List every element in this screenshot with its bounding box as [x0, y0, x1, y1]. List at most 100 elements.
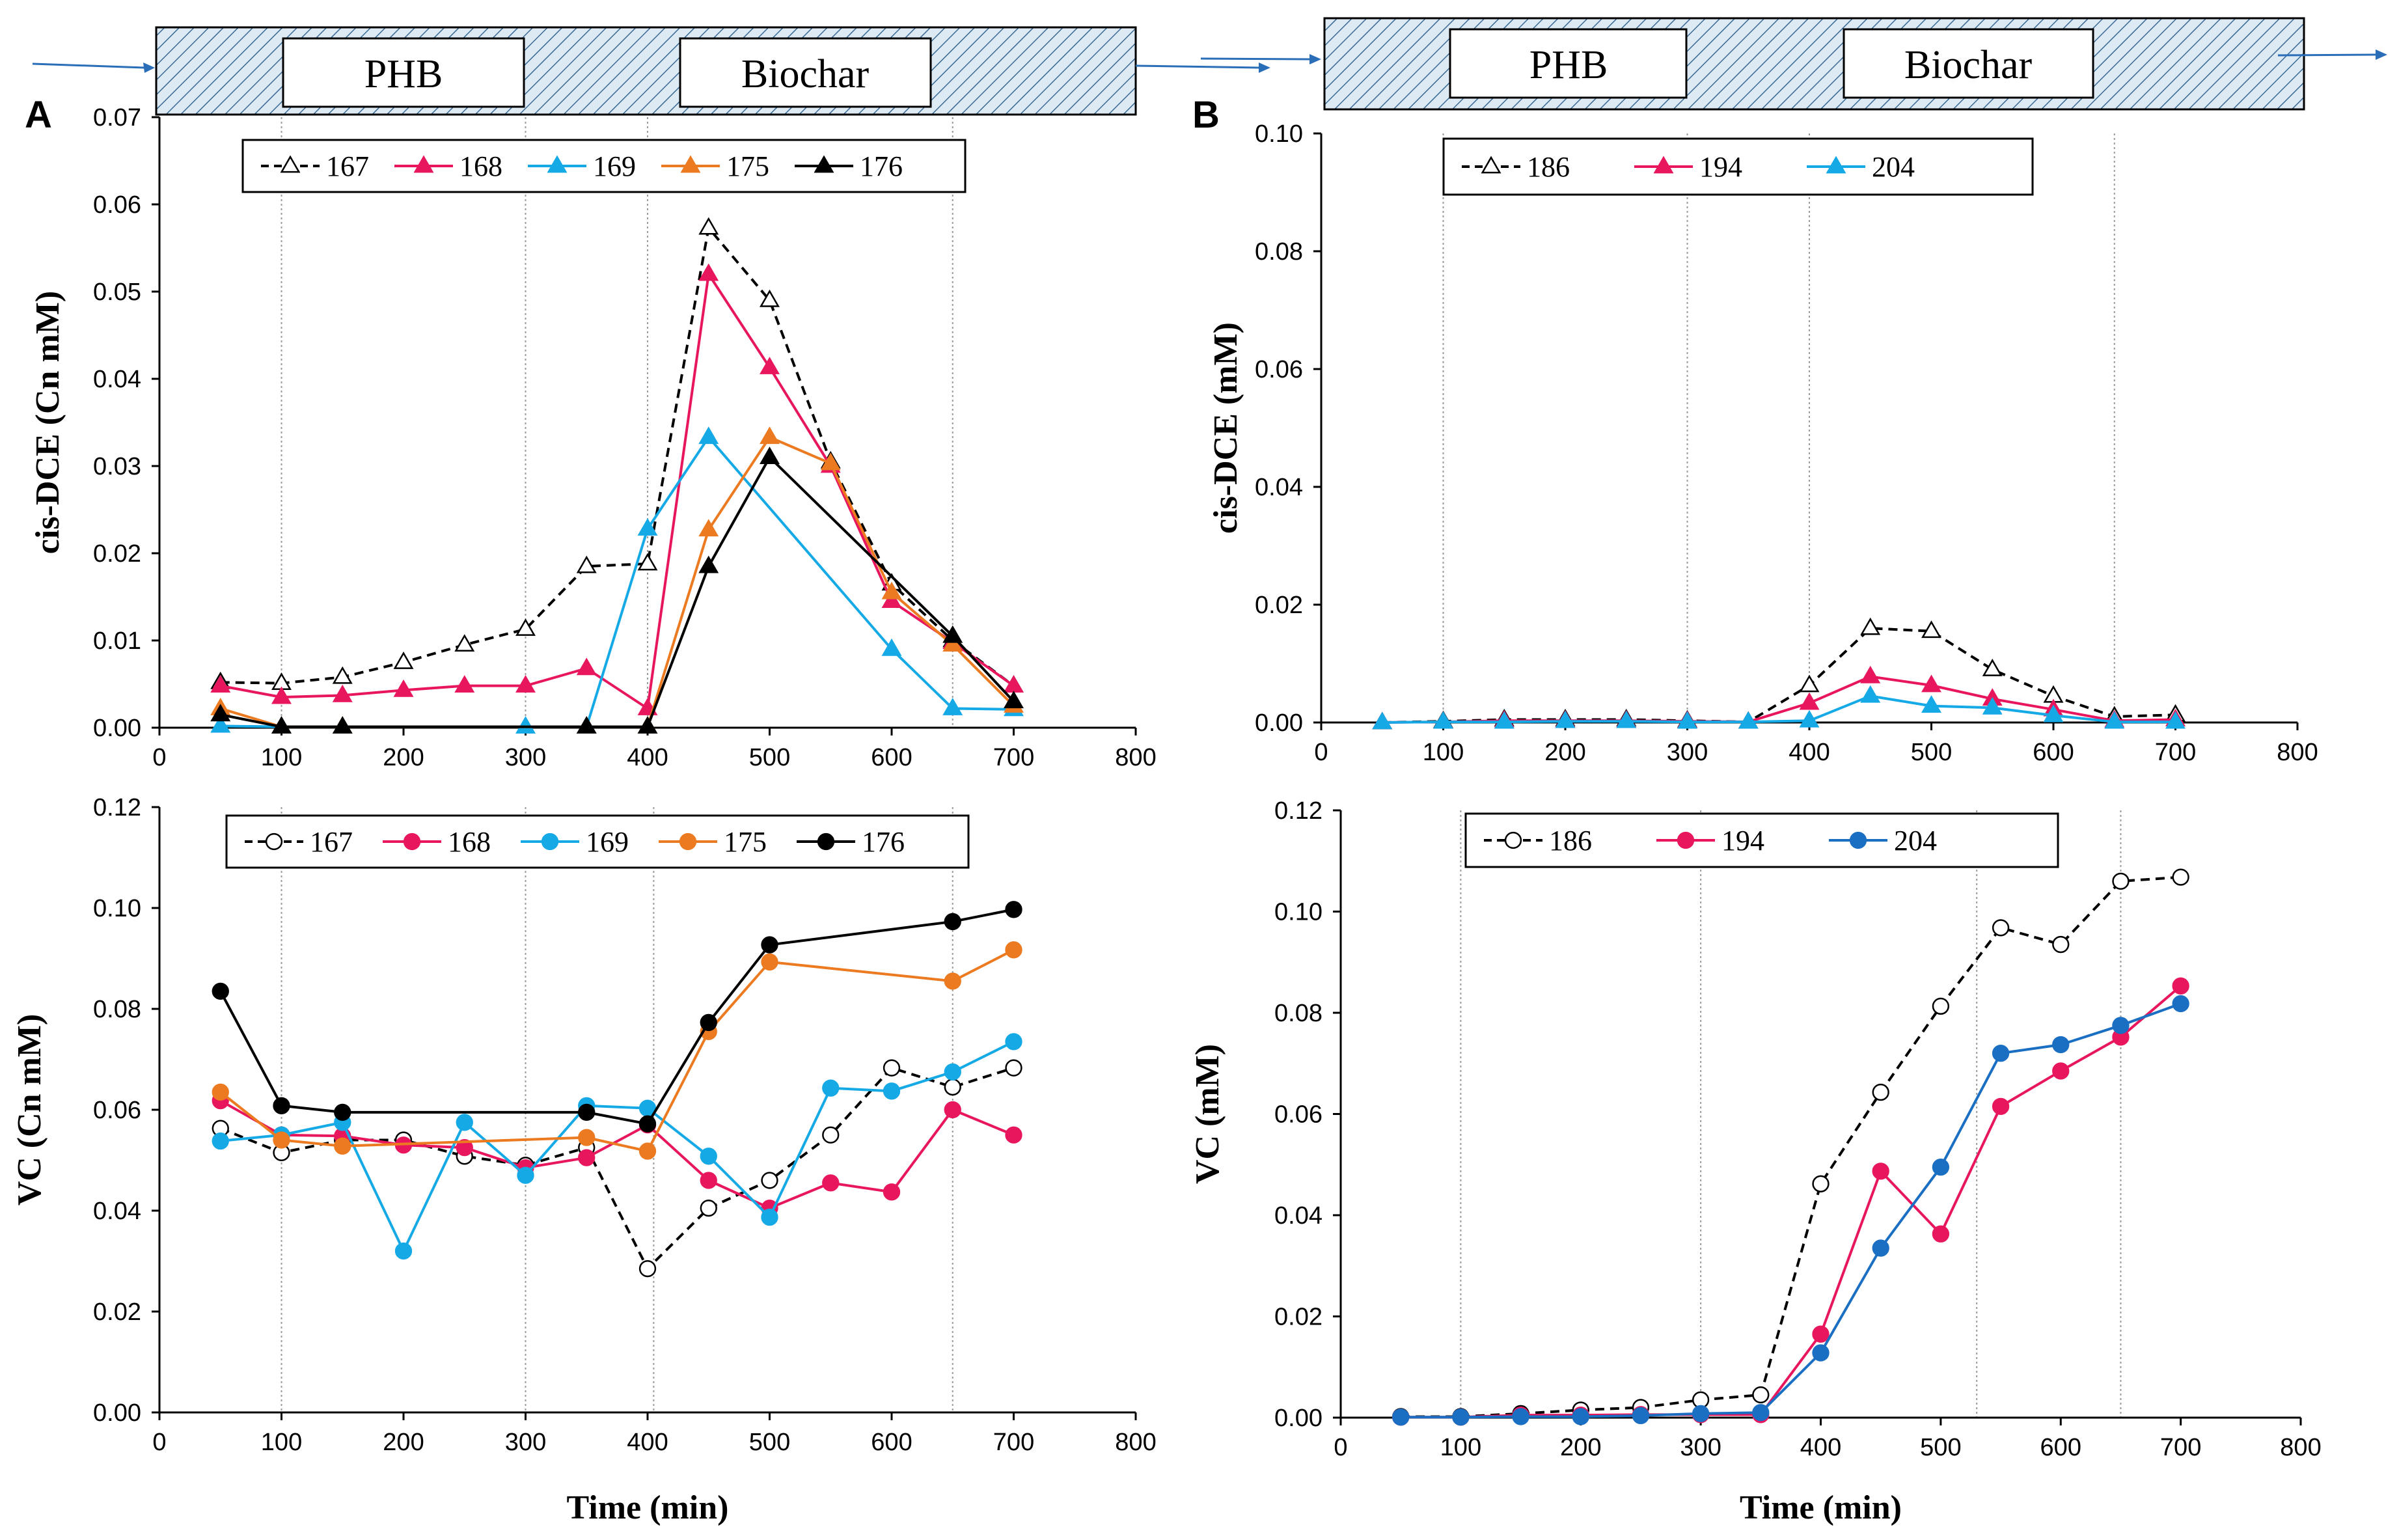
data-point-169: [456, 1114, 473, 1131]
series-line-186: [1382, 627, 2176, 724]
x-tick-label: 200: [1544, 739, 1585, 766]
data-point-186: [1982, 659, 2003, 676]
x-tick-label: 800: [1115, 744, 1156, 771]
legend-marker-186: [1504, 831, 1522, 849]
chart-b-cis-dce: 0 100 200 300 400 500 600 700 800 0.00 0.02 0.04 0.0…: [1207, 120, 2318, 766]
data-point-175: [638, 1142, 657, 1160]
data-point-194: [1872, 1162, 1889, 1180]
data-point-186: [2052, 935, 2070, 954]
data-point-175: [881, 581, 902, 599]
data-point-176: [700, 1013, 717, 1032]
y-tick-label: 0.08: [1274, 1000, 1323, 1027]
data-point-168: [515, 675, 536, 693]
legend: 186 194 204: [1464, 812, 2059, 868]
data-point-168: [700, 1172, 717, 1189]
banner-b-biochar-label: Biochar: [1904, 43, 2033, 87]
data-point-168: [698, 263, 719, 281]
data-point-175: [761, 953, 778, 971]
data-point-204: [2112, 1017, 2130, 1034]
data-point-175: [334, 1137, 351, 1155]
legend-label-175: 175: [724, 826, 767, 858]
data-point-204: [1392, 1409, 1410, 1426]
data-point-204: [1572, 1408, 1589, 1425]
data-point-204: [1872, 1239, 1889, 1257]
banner-b-phb-label: PHB: [1529, 43, 1608, 87]
data-point-186: [1799, 674, 1820, 693]
y-tick-label: 0.00: [1255, 709, 1303, 737]
banner-a: PHB Biochar: [155, 26, 1137, 116]
legend-marker-194: [1677, 831, 1695, 849]
data-point-167: [515, 618, 536, 636]
legend-label-204: 204: [1894, 825, 1937, 857]
x-tick-label: 300: [505, 744, 546, 771]
data-point-204: [1692, 1405, 1710, 1422]
data-point-175: [698, 519, 719, 537]
flow-arrow-b-out: [2277, 49, 2387, 60]
data-point-194: [2172, 977, 2189, 995]
data-point-204: [1982, 696, 2003, 715]
data-point-168: [332, 684, 353, 702]
data-point-167: [393, 651, 414, 669]
data-point-204: [2043, 704, 2064, 722]
y-tick-label: 0.12: [93, 794, 141, 821]
data-point-186: [1932, 997, 1950, 1015]
data-point-186: [2172, 868, 2189, 886]
chart-a-vc: 0 100 200 300 400 500 600 700 800 0.00 0.02 0.04 0.0…: [11, 794, 1157, 1526]
data-point-175: [760, 426, 780, 445]
data-point-168: [1005, 1126, 1022, 1144]
data-point-175: [820, 452, 841, 471]
banner-b: PHB Biochar: [1323, 17, 2305, 111]
y-tick-label: 0.04: [1274, 1202, 1323, 1230]
x-tick-label: 300: [505, 1429, 546, 1456]
legend-box: [1442, 137, 2034, 196]
legend-label-167: 167: [310, 826, 353, 858]
data-point-176: [698, 555, 719, 573]
data-point-168: [578, 1149, 596, 1166]
y-tick-label: 0.04: [93, 1198, 141, 1225]
x-tick-label: 600: [871, 1429, 912, 1456]
data-point-169: [394, 1242, 413, 1260]
data-point-167: [700, 1199, 717, 1217]
legend-label-194: 194: [1721, 825, 1764, 857]
data-point-169: [210, 715, 231, 733]
legend: 167 168 169 175 176: [241, 139, 966, 193]
legend-marker-204: [1849, 831, 1867, 849]
legend-label-175: 175: [726, 150, 769, 182]
y-axis-title: VC (mM): [1189, 1044, 1226, 1184]
x-tick-label: 400: [627, 744, 668, 771]
flow-arrow-a-in: [32, 62, 155, 73]
y-tick-label: 0.01: [93, 627, 141, 655]
data-point-194: [1799, 692, 1820, 710]
legend-marker-176: [817, 832, 835, 851]
legend-marker-168: [413, 155, 434, 173]
banner-a-phb-box: [282, 37, 525, 108]
data-point-186: [1812, 1175, 1830, 1192]
data-point-204: [1992, 1045, 2010, 1062]
chart-a-cis-dce: 0 100 200 300 400 500 600 700 800 0.00 0.01 0.02 0.0…: [29, 104, 1157, 771]
data-point-167: [576, 555, 597, 573]
x-tick-label: 400: [1789, 739, 1830, 766]
y-axis-title: cis-DCE (Cn mM): [29, 291, 66, 554]
panel-label-a: A: [25, 94, 52, 136]
data-point-204: [1433, 711, 1453, 729]
data-point-175: [944, 972, 961, 990]
data-point-168: [576, 657, 597, 676]
data-point-169: [1005, 1033, 1022, 1051]
legend: 167 168 169 175 176: [225, 814, 970, 869]
x-tick-label: 800: [2277, 739, 2318, 766]
data-point-169: [515, 716, 536, 734]
data-point-168: [822, 1174, 840, 1192]
data-point-175: [1005, 941, 1022, 959]
y-tick-label: 0.00: [93, 715, 141, 742]
data-point-167: [698, 217, 719, 235]
x-tick-label: 600: [871, 744, 912, 771]
data-point-168: [1004, 675, 1024, 693]
data-point-167: [454, 634, 475, 652]
data-point-168: [393, 679, 414, 697]
data-point-168: [760, 357, 780, 374]
data-point-168: [883, 1183, 901, 1201]
y-tick-label: 0.06: [1255, 356, 1303, 383]
data-point-169: [517, 1166, 534, 1184]
x-tick-label: 800: [2280, 1434, 2321, 1461]
